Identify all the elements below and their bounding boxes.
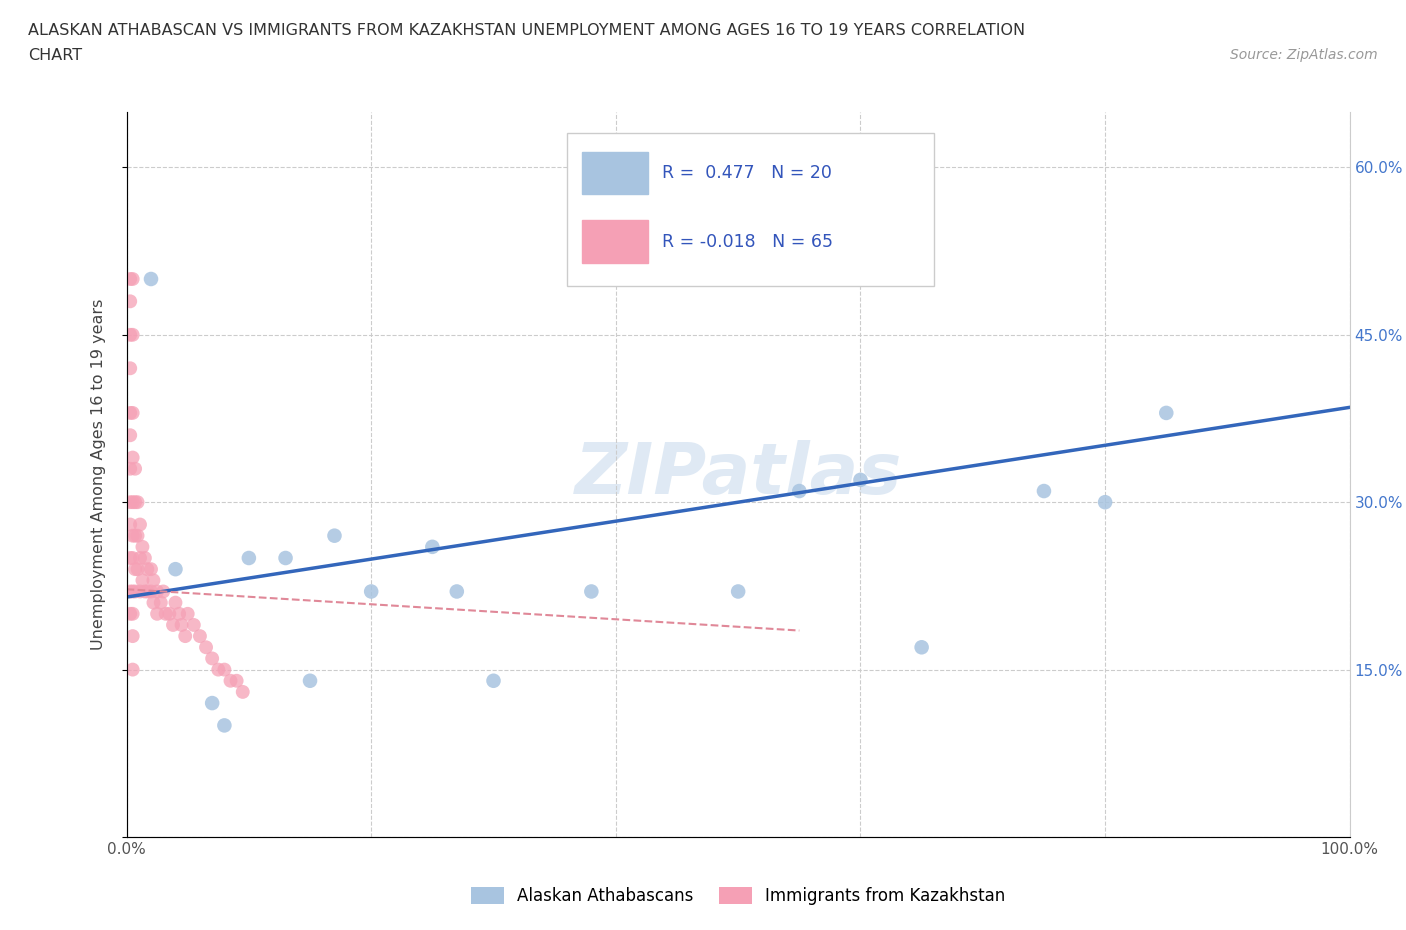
Point: [177, 606, 200, 621]
Point: [446, 584, 468, 599]
Y-axis label: Unemployment Among Ages 16 to 19 years: Unemployment Among Ages 16 to 19 years: [91, 299, 105, 650]
Point: [214, 662, 236, 677]
Point: [120, 606, 142, 621]
Point: [207, 662, 229, 677]
Point: [152, 584, 174, 599]
Point: [134, 551, 156, 565]
Point: [299, 673, 322, 688]
Point: [165, 562, 187, 577]
Point: [1033, 484, 1056, 498]
Point: [121, 327, 143, 342]
Point: [127, 562, 149, 577]
Point: [124, 528, 146, 543]
Point: [214, 718, 236, 733]
Point: [1156, 405, 1178, 420]
Text: ALASKAN ATHABASCAN VS IMMIGRANTS FROM KAZAKHSTAN UNEMPLOYMENT AMONG AGES 16 TO 1: ALASKAN ATHABASCAN VS IMMIGRANTS FROM KA…: [28, 23, 1025, 38]
Point: [167, 606, 190, 621]
Point: [136, 584, 159, 599]
Point: [188, 629, 211, 644]
Point: [142, 573, 165, 588]
Text: CHART: CHART: [28, 48, 82, 63]
Point: [146, 606, 169, 621]
Point: [120, 551, 142, 565]
Point: [911, 640, 934, 655]
Text: Source: ZipAtlas.com: Source: ZipAtlas.com: [1230, 48, 1378, 62]
Point: [120, 327, 142, 342]
Point: [129, 551, 152, 565]
Point: [727, 584, 749, 599]
Point: [789, 484, 811, 498]
Point: [149, 595, 172, 610]
Point: [124, 461, 146, 476]
Point: [124, 584, 146, 599]
Point: [195, 640, 218, 655]
Point: [131, 539, 153, 554]
Point: [121, 272, 143, 286]
Point: [121, 629, 143, 644]
Point: [131, 573, 153, 588]
Point: [170, 618, 193, 632]
Point: [124, 562, 146, 577]
Point: [157, 606, 180, 621]
Point: [139, 272, 162, 286]
Point: [136, 562, 159, 577]
Point: [127, 528, 149, 543]
Point: [155, 606, 177, 621]
Point: [139, 562, 162, 577]
Point: [121, 495, 143, 510]
Point: [162, 618, 184, 632]
Point: [165, 595, 187, 610]
Point: [274, 551, 297, 565]
Point: [139, 584, 162, 599]
Point: [121, 551, 143, 565]
Point: [127, 495, 149, 510]
Point: [849, 472, 872, 487]
Point: [232, 684, 254, 699]
Point: [120, 517, 142, 532]
Point: [120, 461, 142, 476]
Point: [183, 618, 205, 632]
Point: [1094, 495, 1116, 510]
Legend: Alaskan Athabascans, Immigrants from Kazakhstan: Alaskan Athabascans, Immigrants from Kaz…: [464, 881, 1012, 912]
Point: [146, 584, 169, 599]
Point: [219, 673, 242, 688]
Point: [121, 450, 143, 465]
Point: [121, 528, 143, 543]
Point: [120, 272, 142, 286]
Point: [323, 528, 346, 543]
Point: [360, 584, 382, 599]
Point: [120, 428, 142, 443]
Point: [121, 662, 143, 677]
Point: [124, 495, 146, 510]
Point: [225, 673, 247, 688]
Point: [120, 584, 142, 599]
Text: ZIPatlas: ZIPatlas: [575, 440, 901, 509]
Point: [120, 361, 142, 376]
Point: [482, 673, 505, 688]
Point: [174, 629, 197, 644]
Point: [129, 517, 152, 532]
Point: [121, 405, 143, 420]
Point: [120, 495, 142, 510]
Point: [134, 584, 156, 599]
Point: [121, 584, 143, 599]
Point: [201, 651, 224, 666]
Point: [142, 595, 165, 610]
Point: [120, 294, 142, 309]
Point: [201, 696, 224, 711]
Point: [238, 551, 260, 565]
Point: [120, 405, 142, 420]
Point: [129, 584, 152, 599]
Point: [422, 539, 444, 554]
Point: [121, 606, 143, 621]
Point: [581, 584, 603, 599]
